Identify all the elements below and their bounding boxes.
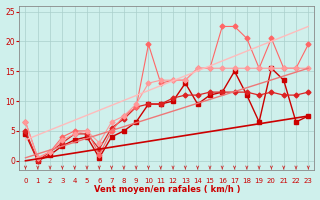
X-axis label: Vent moyen/en rafales ( km/h ): Vent moyen/en rafales ( km/h ): [94, 185, 240, 194]
